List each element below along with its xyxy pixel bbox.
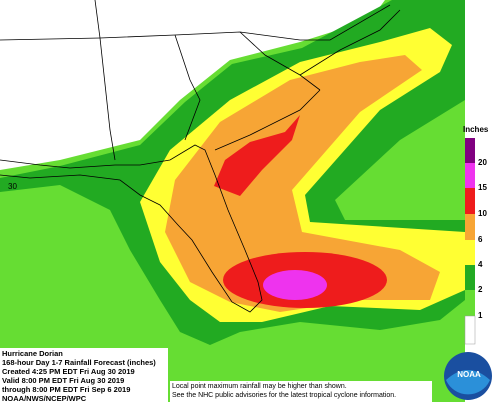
- legend-label: 15: [478, 183, 487, 192]
- info-line: Created 4:25 PM EDT Fri Aug 30 2019: [2, 367, 135, 376]
- legend-label: 20: [478, 158, 487, 167]
- legend-label: 4: [478, 260, 483, 269]
- legend-title: Inches: [463, 125, 489, 134]
- legend-swatch: [465, 138, 475, 163]
- legend-swatch: [465, 188, 475, 214]
- note-line: See the NHC public advisories for the la…: [172, 392, 397, 399]
- legend-label: 1: [478, 311, 483, 320]
- legend-label: 10: [478, 209, 487, 218]
- legend-label: 6: [478, 235, 483, 244]
- legend-swatch: [465, 290, 475, 316]
- info-line: NOAA/NWS/NCEP/WPC: [2, 394, 87, 402]
- boundaries: [0, 0, 401, 313]
- note-box: Local point maximum rainfall may be high…: [170, 381, 432, 402]
- rain-15-20: [263, 270, 327, 300]
- logo-text: NOAA: [457, 370, 481, 379]
- legend-swatch: [464, 315, 476, 345]
- info-line: Hurricane Dorian: [2, 349, 63, 358]
- info-line: through 8:00 PM EDT Fri Sep 6 2019: [2, 385, 131, 394]
- note-line: Local point maximum rainfall may be high…: [172, 383, 347, 390]
- logo-wave: [446, 370, 490, 395]
- info-line: 168-hour Day 1-7 Rainfall Forecast (inch…: [2, 358, 156, 367]
- rain-10-15: [214, 115, 300, 196]
- legend-swatch: [465, 163, 475, 188]
- legend-label: 2: [478, 285, 483, 294]
- legend-swatch: [465, 265, 475, 290]
- latitude-label: 30: [8, 182, 17, 191]
- info-box: Hurricane Dorian 168-hour Day 1-7 Rainfa…: [0, 348, 168, 402]
- legend-swatch: [465, 240, 475, 265]
- legend: [464, 138, 476, 345]
- legend-swatch: [465, 214, 475, 240]
- rain-6-10: [165, 55, 440, 312]
- info-line: Valid 8:00 PM EDT Fri Aug 30 2019: [2, 376, 125, 385]
